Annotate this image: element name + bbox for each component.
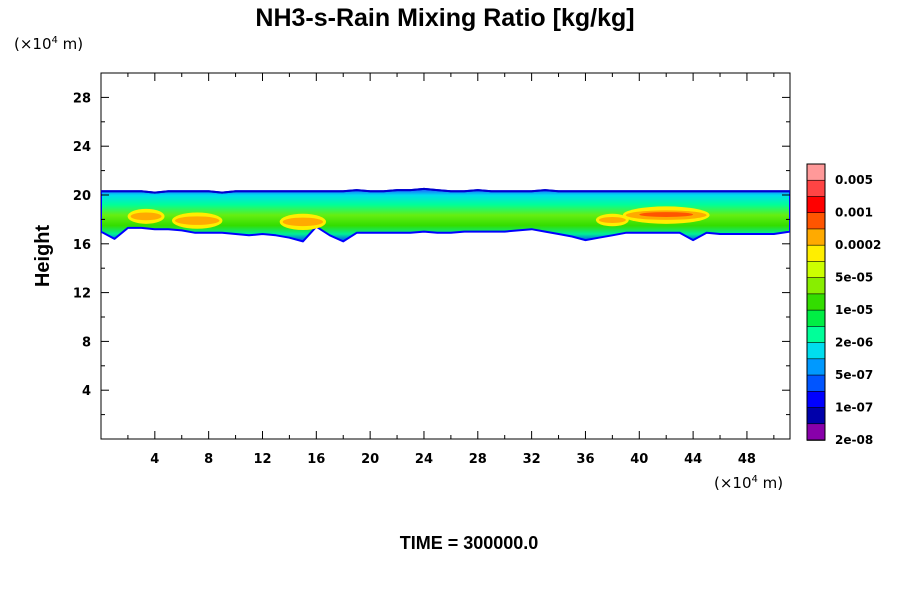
rain-orange-patch	[282, 217, 324, 227]
y-tick-label: 16	[73, 238, 91, 253]
rain-layer-top-edge	[101, 187, 790, 194]
colorbar-swatch	[806, 423, 826, 441]
colorbar-swatch	[806, 244, 826, 263]
y-unit-label: (×104 m)	[14, 35, 83, 53]
x-tick-label: 16	[307, 452, 325, 467]
x-tick-label: 36	[576, 452, 594, 467]
y-tick-label: 20	[73, 189, 91, 204]
colorbar-label: 2e-08	[835, 433, 873, 447]
colorbar-swatch	[806, 407, 826, 425]
colorbar-label: 1e-05	[835, 303, 873, 317]
colorbar-label: 0.0002	[835, 238, 881, 252]
x-tick-label: 44	[684, 452, 702, 467]
x-tick-label: 20	[361, 452, 379, 467]
colorbar-swatch	[806, 293, 826, 311]
time-label: TIME = 300000.0	[400, 533, 539, 553]
rain-orange-patch	[598, 217, 626, 223]
colorbar-swatch	[806, 309, 826, 328]
colorbar-swatch	[806, 261, 826, 279]
colorbar-swatch	[806, 358, 826, 376]
colorbar-swatch	[806, 390, 826, 409]
x-tick-label: 12	[253, 452, 271, 467]
rain-red-core	[639, 212, 694, 217]
colorbar: 0.005 0.001 0.0002 5e-05 1e-05 2e-06 5e-07 1e-0…	[806, 163, 881, 447]
colorbar-swatch	[806, 163, 826, 182]
colorbar-label: 5e-05	[835, 271, 873, 285]
x-unit-label: (×104 m)	[714, 474, 783, 492]
colorbar-swatch	[806, 342, 826, 360]
colorbar-label: 1e-07	[835, 401, 873, 415]
colorbar-swatch	[806, 196, 826, 214]
colorbar-swatch	[806, 277, 826, 295]
y-tick-label: 8	[82, 335, 91, 350]
colorbar-swatch	[806, 212, 826, 230]
chart-title: NH3-s-Rain Mixing Ratio [kg/kg]	[255, 4, 634, 32]
x-tick-label: 8	[204, 452, 213, 467]
y-tick-label: 28	[73, 91, 91, 106]
x-tick-label: 48	[738, 452, 756, 467]
colorbar-swatch	[806, 374, 826, 393]
plot-area	[100, 72, 791, 440]
x-tick-label: 28	[469, 452, 487, 467]
colorbar-swatch	[806, 228, 826, 246]
colorbar-label: 0.001	[835, 206, 873, 220]
x-tick-label: 40	[630, 452, 648, 467]
colorbar-label: 0.005	[835, 173, 873, 187]
y-tick-label: 12	[73, 287, 91, 302]
x-tick-label: 4	[150, 452, 159, 467]
rain-orange-patch	[130, 212, 162, 221]
rain-field-layer	[101, 187, 790, 243]
rain-orange-patch	[175, 216, 220, 225]
colorbar-label: 5e-07	[835, 368, 873, 382]
colorbar-swatch	[806, 179, 826, 198]
y-axis-label: Height	[32, 225, 54, 288]
x-tick-label: 32	[523, 452, 541, 467]
y-tick-label: 24	[73, 140, 91, 155]
colorbar-label: 2e-06	[835, 336, 873, 350]
x-tick-label: 24	[415, 452, 433, 467]
y-tick-label: 4	[82, 384, 91, 399]
colorbar-frame	[806, 163, 826, 441]
colorbar-swatch	[806, 326, 826, 344]
